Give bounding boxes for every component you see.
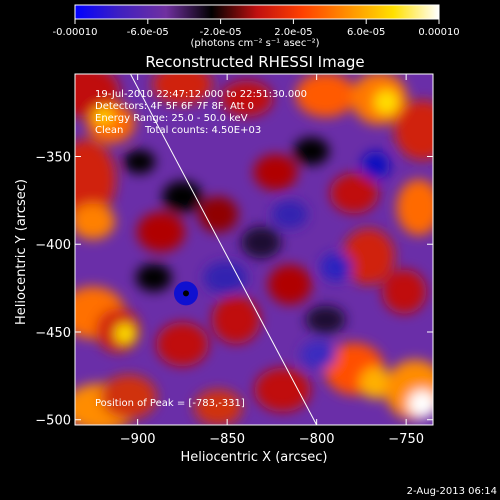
x-tick-label: −900 <box>120 432 156 447</box>
heatmap-blob <box>203 261 248 294</box>
heatmap-blob <box>374 90 399 115</box>
heatmap-blob <box>342 228 395 285</box>
chart-title: Reconstructed RHESSI Image <box>145 53 364 71</box>
heatmap-blob <box>75 139 116 220</box>
heatmap-blob <box>396 179 433 236</box>
annotations: 19-Jul-2010 22:47:12.000 to 22:51:30.000… <box>95 89 307 409</box>
heatmap-blob <box>212 295 261 344</box>
colorbar-tick-label: -0.00010 <box>53 27 98 38</box>
heatmap-blob <box>152 74 213 105</box>
heatmap-blob <box>198 196 239 233</box>
heatmap-blob <box>394 100 433 161</box>
colorbar-unit-label: (photons cm⁻² s⁻¹ asec⁻²) <box>190 38 319 49</box>
heatmap-blob <box>135 263 172 292</box>
colorbar-tick-label: -6.0e-05 <box>127 27 169 38</box>
colorbar-tick-label: 2.0e-05 <box>274 27 312 38</box>
heatmap-blob <box>305 305 346 334</box>
colorbar-tick-label: -2.0e-05 <box>200 27 242 38</box>
heatmap-blob <box>220 80 273 117</box>
heatmap-blob <box>123 149 156 174</box>
heatmap-blob <box>359 366 392 399</box>
annotation-energy: Energy Range: 25.0 - 50.0 keV <box>95 113 248 124</box>
solar-limb-line <box>130 74 318 425</box>
y-axis-ticks: −350 −400 −450 −500 <box>35 150 433 429</box>
peak-dot <box>182 290 189 297</box>
heatmap-blob <box>115 323 136 344</box>
heatmap-blob <box>408 389 433 418</box>
y-tick-label: −500 <box>35 414 71 429</box>
heatmap-blob <box>267 264 312 305</box>
colorbar: -0.00010 -6.0e-05 -2.0e-05 2.0e-05 6.0e-05 0.… <box>53 4 460 49</box>
x-axis-ticks: −900 −850 −800 −750 <box>120 74 424 447</box>
heatmap-blob <box>361 151 390 180</box>
heatmap-blob <box>330 173 379 214</box>
y-tick-label: −400 <box>35 238 71 253</box>
colorbar-tick-label: 0.00010 <box>418 27 459 38</box>
heatmap-blob <box>271 200 308 229</box>
x-tick-label: −750 <box>388 432 424 447</box>
annotation-detectors: Detectors: 4F 5F 6F 7F 8F, Att 0 <box>95 101 254 112</box>
colorbar-ticks: -0.00010 -6.0e-05 -2.0e-05 2.0e-05 6.0e-05 0.… <box>53 19 460 38</box>
annotation-peak: Position of Peak = [-783,-331] <box>95 398 245 409</box>
heatmap-blobs <box>75 74 433 425</box>
plot-frame <box>74 73 434 426</box>
annotation-method: Clean <box>95 125 123 136</box>
colorbar-tick-label: 6.0e-05 <box>347 27 385 38</box>
heatmap-blob <box>300 340 337 369</box>
heatmap-blob <box>293 137 330 166</box>
x-axis-label: Heliocentric X (arcsec) <box>181 450 328 465</box>
heatmap-blob <box>136 211 185 252</box>
y-tick-label: −450 <box>35 326 71 341</box>
footer-date: 2-Aug-2013 06:14 <box>407 486 497 497</box>
y-tick-label: −350 <box>35 150 71 165</box>
x-tick-label: −800 <box>299 432 335 447</box>
peak-marker <box>173 281 198 306</box>
heatmap-blob <box>253 154 298 191</box>
heatmap-blob <box>93 108 114 125</box>
heatmap <box>75 74 433 425</box>
x-tick-label: −850 <box>209 432 245 447</box>
annotation-time: 19-Jul-2010 22:47:12.000 to 22:51:30.000 <box>95 89 307 100</box>
heatmap-blob <box>295 74 356 118</box>
heatmap-blob <box>241 226 282 259</box>
heatmap-blob <box>156 322 209 367</box>
annotation-counts: Total counts: 4.50E+03 <box>144 125 261 136</box>
heatmap-blob <box>194 389 243 425</box>
y-axis-label: Heliocentric Y (arcsec) <box>14 179 29 325</box>
heatmap-blob <box>382 269 427 314</box>
heatmap-blob <box>320 253 353 282</box>
heatmap-blob <box>100 374 157 419</box>
heatmap-blob <box>75 203 115 240</box>
heatmap-blob <box>254 367 311 412</box>
colorbar-gradient <box>74 4 440 20</box>
heatmap-blob <box>162 180 203 213</box>
